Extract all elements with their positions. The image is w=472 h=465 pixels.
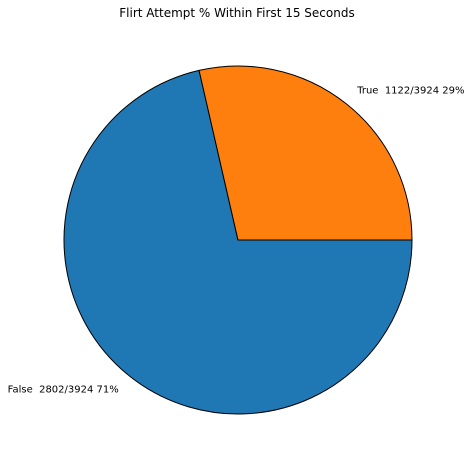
pie-label-false: False 2802/3924 71% — [8, 385, 119, 396]
chart-title: Flirt Attempt % Within First 15 Seconds — [119, 6, 354, 20]
pie-labels: False 2802/3924 71% True 1122/3924 29% — [8, 85, 465, 395]
pie-slice-true — [198, 65, 413, 241]
pie-label-true: True 1122/3924 29% — [356, 85, 464, 96]
pie-slice-false — [63, 69, 413, 415]
pie-slices — [63, 65, 413, 415]
